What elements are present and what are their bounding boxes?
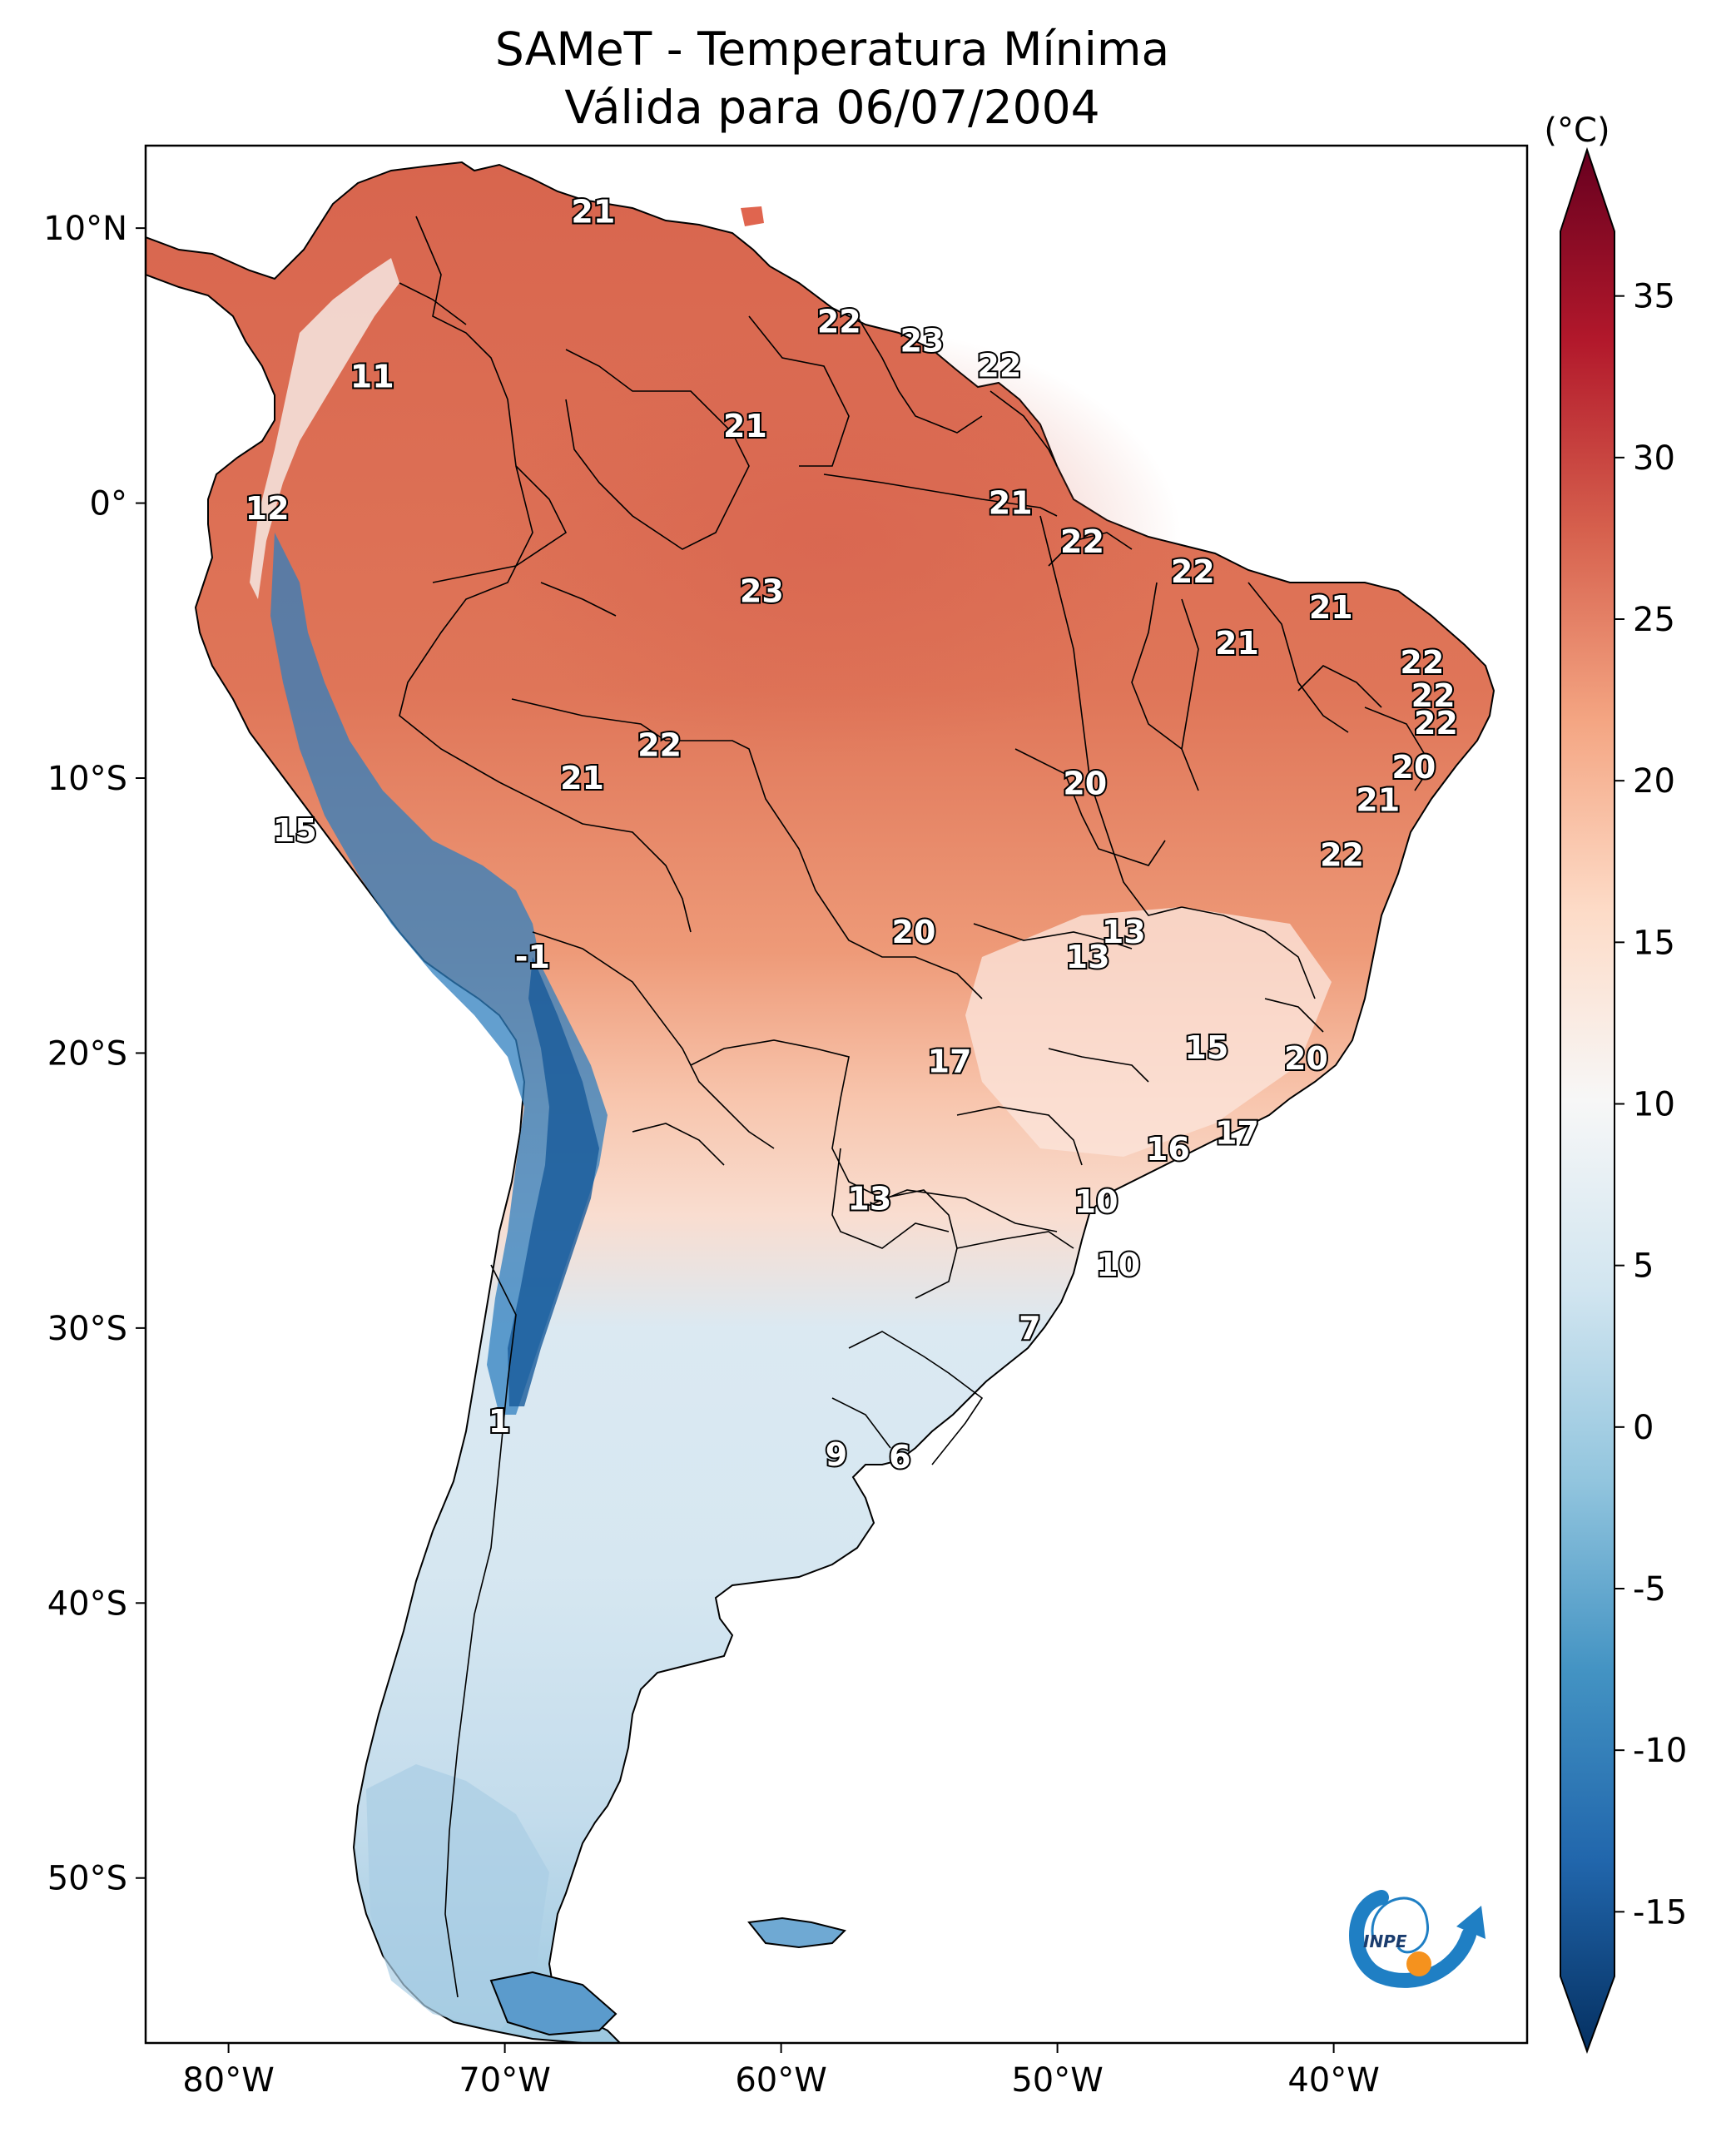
- logo-thin-arc: [1371, 1897, 1430, 1954]
- station-temperature-label: 23: [740, 573, 784, 609]
- map-title-line1: SAMeT - Temperatura Mínima: [495, 22, 1169, 76]
- y-tick-label: 10°S: [47, 760, 127, 798]
- station-temperature-label: 22: [1400, 644, 1444, 681]
- map-title-line2: Válida para 06/07/2004: [564, 81, 1099, 134]
- station-temperature-label: 22: [1411, 677, 1456, 714]
- station-temperature-label: 15: [273, 812, 317, 849]
- andes-deep-cold: [508, 957, 599, 1406]
- station-temperature-label: 22: [1414, 705, 1458, 741]
- station-temperature-label: 21: [989, 485, 1033, 522]
- station-temperature-label: 13: [847, 1181, 891, 1217]
- colorbar-tick-label: 35: [1633, 278, 1675, 316]
- colorbar-tick-label: 0: [1633, 1409, 1654, 1447]
- colombia-andes-light: [250, 258, 399, 599]
- x-tick-label: 80°W: [182, 2061, 274, 2100]
- station-temperature-label: 15: [1184, 1029, 1228, 1066]
- station-temperature-label: 20: [1284, 1040, 1328, 1077]
- station-temperature-label: 1: [489, 1403, 510, 1440]
- colorbar-tick-label: -5: [1633, 1570, 1666, 1609]
- station-temperature-label: 13: [1066, 939, 1110, 975]
- colorbar-ticks: 35 30 25 20 15 10 5 0 -5 -10 -15: [1614, 278, 1687, 1931]
- station-temperature-label: 7: [1019, 1310, 1040, 1346]
- tierra-del-fuego: [489, 1971, 618, 2036]
- y-tick-label: 20°S: [47, 1034, 127, 1073]
- y-tick-label: 30°S: [47, 1310, 127, 1348]
- station-temperature-label: 22: [1320, 837, 1364, 874]
- logo-blue-arc: [1349, 1890, 1476, 1988]
- southeast-brazil-pale: [965, 907, 1332, 1157]
- x-tick-label: 40°W: [1287, 2061, 1379, 2100]
- colorbar-body: [1560, 146, 1615, 2054]
- amazon-warm-core: [483, 325, 1182, 757]
- y-tick-label: 10°N: [43, 210, 127, 248]
- falkland-islands: [747, 1916, 846, 1949]
- station-temperature-label: 17: [1215, 1114, 1259, 1151]
- country-borders: [399, 216, 1432, 1998]
- andes-cold-band: [270, 533, 608, 1415]
- station-temperature-label: 23: [900, 323, 944, 359]
- x-tick-label: 50°W: [1011, 2061, 1103, 2100]
- colorbar-tick-label: 30: [1633, 439, 1675, 478]
- colorbar-tick-label: 10: [1633, 1086, 1675, 1124]
- colorbar: (°C) 35 30 25 20 15 10 5 0 -5 -10 -15: [1544, 112, 1687, 2054]
- colorbar-unit-label: (°C): [1544, 112, 1610, 150]
- inpe-logo: INPE: [1349, 1890, 1486, 1988]
- x-tick-label: 70°W: [459, 2061, 550, 2100]
- x-axis-ticks: 80°W 70°W 60°W 50°W 40°W: [182, 2043, 1380, 2100]
- station-temperature-label: 21: [1215, 625, 1259, 662]
- colorbar-tick-label: 20: [1633, 762, 1675, 801]
- station-temperature-label: 9: [826, 1436, 847, 1473]
- station-temperature-label: 20: [1063, 766, 1107, 802]
- station-temperature-label: 17: [928, 1043, 972, 1079]
- colorbar-tick-label: 5: [1633, 1247, 1654, 1286]
- station-temperature-label: 10: [1074, 1183, 1118, 1220]
- station-temperature-label: 21: [571, 193, 615, 230]
- station-temperature-label: 13: [1102, 914, 1146, 950]
- station-temperature-label: 21: [1309, 589, 1353, 626]
- logo-arrow-head: [1456, 1906, 1486, 1939]
- station-temperature-label: 22: [817, 303, 861, 340]
- station-temperature-label: 21: [723, 408, 767, 444]
- x-tick-label: 60°W: [735, 2061, 826, 2100]
- station-temperature-label: 22: [977, 347, 1021, 384]
- station-temperature-label: 22: [1060, 523, 1104, 560]
- map-frame: [144, 144, 1529, 2045]
- station-temperature-label: 21: [1356, 781, 1400, 818]
- y-axis-ticks: 10°N 0° 10°S 20°S 30°S 40°S 50°S: [43, 210, 146, 1898]
- y-tick-label: 50°S: [47, 1860, 127, 1898]
- colorbar-tick-label: -15: [1633, 1893, 1687, 1931]
- trinidad-island: [741, 206, 764, 226]
- station-temperature-label: 6: [889, 1439, 910, 1475]
- colorbar-tick-label: -10: [1633, 1732, 1687, 1770]
- station-temperature-label: 21: [560, 760, 604, 796]
- station-temperature-label: 22: [1171, 553, 1215, 590]
- station-temperature-label: 22: [637, 726, 682, 763]
- colorbar-tick-label: 15: [1633, 924, 1675, 962]
- station-temperature-label: 20: [1391, 749, 1436, 786]
- station-temperature-label: 11: [350, 359, 394, 395]
- logo-orange-dot: [1406, 1951, 1431, 1976]
- station-temperature-label: 10: [1096, 1247, 1140, 1283]
- station-temperature-label: 20: [892, 914, 936, 950]
- colorbar-tick-label: 25: [1633, 601, 1675, 639]
- station-temperature-label: -1: [515, 939, 550, 975]
- station-temperature-label: 12: [246, 490, 290, 527]
- y-tick-label: 0°: [90, 485, 127, 523]
- y-tick-label: 40°S: [47, 1584, 127, 1623]
- station-temperature-label: 16: [1146, 1131, 1190, 1168]
- patagonia-cool: [366, 1764, 549, 2031]
- logo-text: INPE: [1363, 1931, 1407, 1951]
